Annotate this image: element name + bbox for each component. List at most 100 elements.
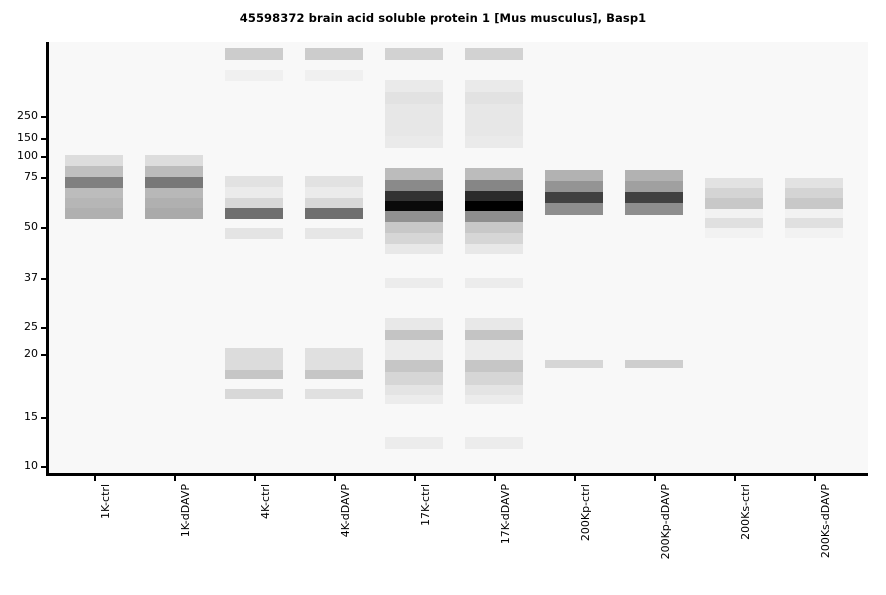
- gel-band: [65, 188, 123, 198]
- gel-band: [465, 104, 523, 136]
- gel-band: [785, 218, 843, 228]
- gel-band: [385, 372, 443, 385]
- gel-band: [305, 48, 363, 60]
- gel-band: [385, 395, 443, 404]
- x-axis-lane-label: 1K-ctrl: [99, 484, 112, 519]
- gel-band: [145, 177, 203, 188]
- gel-band: [465, 222, 523, 233]
- y-axis-tick-label: 50: [24, 220, 38, 233]
- gel-band: [145, 155, 203, 166]
- y-axis-tick-mark: [41, 138, 46, 140]
- gel-band: [385, 222, 443, 233]
- gel-lane: [465, 42, 523, 474]
- gel-band: [305, 228, 363, 239]
- gel-band: [785, 188, 843, 198]
- gel-band: [305, 389, 363, 399]
- x-axis-lane-label: 1K-dDAVP: [179, 484, 192, 538]
- x-axis-tick-mark: [494, 476, 496, 481]
- y-axis-tick-mark: [41, 354, 46, 356]
- gel-band: [545, 170, 603, 181]
- gel-band: [145, 188, 203, 198]
- x-axis-tick-mark: [174, 476, 176, 481]
- gel-band: [465, 201, 523, 211]
- gel-lane: [705, 42, 763, 474]
- gel-band: [385, 92, 443, 104]
- gel-band: [465, 233, 523, 244]
- gel-plot-area: [48, 42, 868, 474]
- gel-lane: [545, 42, 603, 474]
- gel-band: [465, 136, 523, 148]
- gel-band: [705, 188, 763, 198]
- x-axis-lane-label: 4K-dDAVP: [339, 484, 352, 538]
- gel-lane: [785, 42, 843, 474]
- gel-band: [385, 278, 443, 288]
- gel-band: [785, 198, 843, 209]
- gel-band: [225, 370, 283, 379]
- gel-band: [625, 203, 683, 215]
- gel-band: [465, 180, 523, 191]
- y-axis-tick-label: 15: [24, 410, 38, 423]
- gel-band: [305, 187, 363, 198]
- gel-band: [65, 208, 123, 219]
- y-axis-tick-label: 250: [17, 109, 38, 122]
- x-axis-line: [46, 473, 868, 476]
- gel-band: [385, 244, 443, 254]
- y-axis-line: [46, 42, 49, 475]
- x-axis-tick-mark: [574, 476, 576, 481]
- gel-band: [305, 370, 363, 379]
- gel-band: [465, 318, 523, 330]
- gel-band: [785, 228, 843, 238]
- gel-band: [465, 372, 523, 385]
- gel-band: [465, 168, 523, 180]
- x-axis-tick-mark: [334, 476, 336, 481]
- gel-lane: [305, 42, 363, 474]
- y-axis-tick-mark: [41, 177, 46, 179]
- y-axis-tick-label: 150: [17, 131, 38, 144]
- y-axis-tick-label: 10: [24, 459, 38, 472]
- x-axis-lane-label: 200Kp-ctrl: [579, 484, 592, 542]
- gel-band: [465, 80, 523, 92]
- y-axis-tick-mark: [41, 156, 46, 158]
- y-axis-tick-mark: [41, 466, 46, 468]
- x-axis-lane-label: 4K-ctrl: [259, 484, 272, 519]
- gel-band: [705, 218, 763, 228]
- y-axis-tick-label: 20: [24, 347, 38, 360]
- y-axis-tick-mark: [41, 116, 46, 118]
- gel-band: [385, 191, 443, 201]
- gel-band: [385, 104, 443, 136]
- gel-band: [465, 278, 523, 288]
- y-axis-tick-mark: [41, 227, 46, 229]
- x-axis-tick-mark: [814, 476, 816, 481]
- gel-band: [305, 348, 363, 370]
- gel-band: [385, 330, 443, 340]
- gel-band: [545, 192, 603, 203]
- gel-lane: [145, 42, 203, 474]
- x-axis-lane-label: 200Ks-ctrl: [739, 484, 752, 540]
- gel-band: [785, 178, 843, 188]
- gel-band: [705, 178, 763, 188]
- x-axis-lane-label: 17K-ctrl: [419, 484, 432, 526]
- gel-band: [465, 385, 523, 395]
- gel-band: [545, 360, 603, 368]
- gel-band: [305, 70, 363, 81]
- gel-band: [65, 177, 123, 188]
- gel-band: [385, 340, 443, 360]
- gel-band: [705, 228, 763, 238]
- gel-band: [225, 348, 283, 370]
- gel-band: [465, 330, 523, 340]
- gel-band: [305, 176, 363, 187]
- gel-band: [785, 209, 843, 218]
- gel-band: [625, 170, 683, 181]
- gel-band: [465, 191, 523, 201]
- gel-band: [385, 48, 443, 60]
- y-axis-tick-label: 100: [17, 149, 38, 162]
- gel-band: [465, 437, 523, 449]
- gel-band: [225, 228, 283, 239]
- gel-band: [145, 198, 203, 208]
- gel-band: [225, 70, 283, 81]
- gel-band: [225, 187, 283, 198]
- y-axis-tick-mark: [41, 417, 46, 419]
- y-axis-tick-label: 75: [24, 170, 38, 183]
- y-axis-tick-label: 25: [24, 320, 38, 333]
